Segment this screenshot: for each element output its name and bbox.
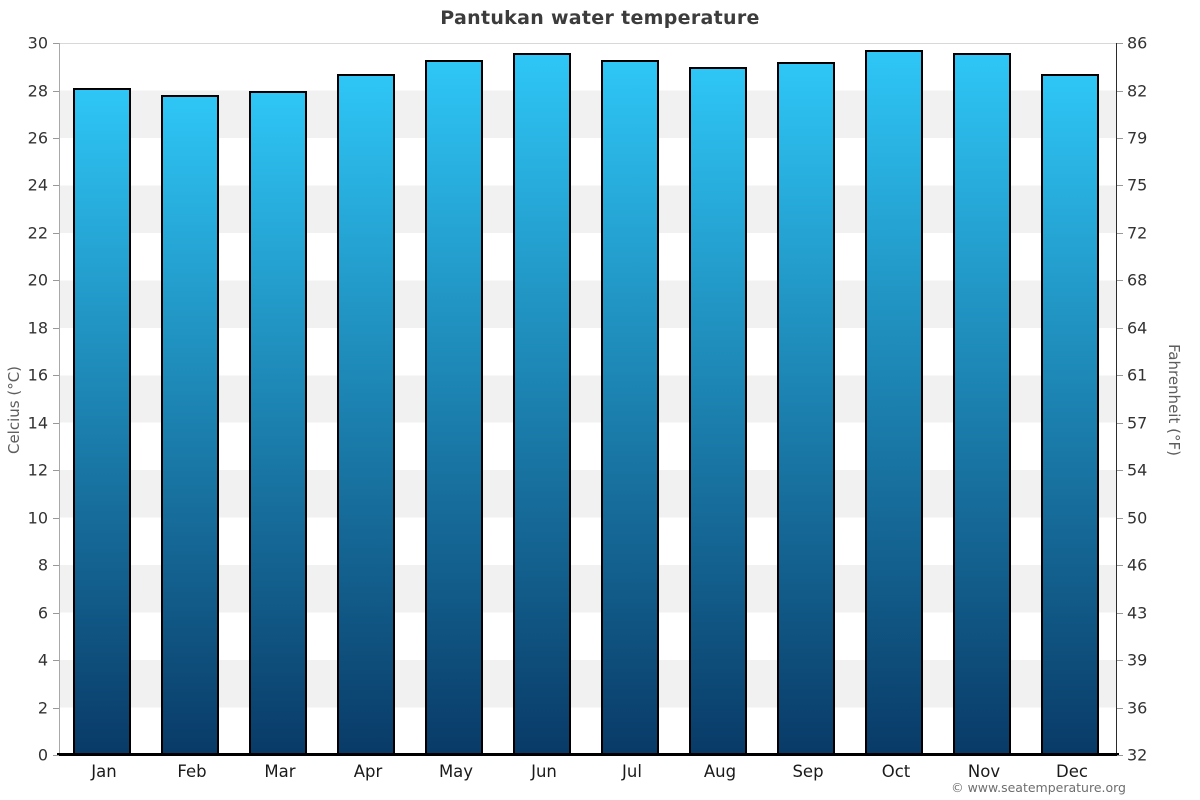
x-label-nov: Nov bbox=[967, 762, 1001, 781]
fahrenheit-tick-label-82: 82 bbox=[1127, 81, 1148, 100]
bar-jan[interactable] bbox=[73, 88, 131, 755]
plot-top-border bbox=[60, 43, 1117, 44]
celsius-tick-label-14: 14 bbox=[27, 413, 48, 433]
fahrenheit-tick-label-57: 57 bbox=[1127, 413, 1148, 433]
x-label-jan: Jan bbox=[91, 762, 117, 781]
fahrenheit-tick-mark bbox=[1117, 137, 1123, 139]
fahrenheit-tick-mark bbox=[1117, 90, 1123, 92]
fahrenheit-tick-mark bbox=[1117, 280, 1123, 282]
bar-jul[interactable] bbox=[601, 59, 659, 755]
fahrenheit-tick-mark bbox=[1117, 43, 1123, 44]
x-label-oct: Oct bbox=[881, 762, 911, 781]
celsius-tick-label-6: 6 bbox=[37, 603, 48, 623]
celsius-tick-label-18: 18 bbox=[27, 318, 48, 338]
chart-title: Pantukan water temperature bbox=[440, 7, 760, 29]
bar-oct[interactable] bbox=[865, 50, 923, 755]
celsius-tick-label-8: 8 bbox=[37, 555, 48, 575]
celsius-tick-mark bbox=[53, 470, 59, 472]
plot-area bbox=[60, 43, 1116, 755]
fahrenheit-tick-mark bbox=[1117, 517, 1123, 519]
fahrenheit-tick-mark bbox=[1117, 707, 1123, 709]
x-axis-line bbox=[57, 753, 1119, 756]
celsius-tick-label-24: 24 bbox=[27, 175, 48, 195]
x-label-apr: Apr bbox=[353, 762, 383, 781]
fahrenheit-tick-label-64: 64 bbox=[1127, 318, 1148, 338]
celsius-tick-mark bbox=[53, 137, 59, 139]
celsius-tick-label-20: 20 bbox=[27, 270, 48, 290]
fahrenheit-tick-mark bbox=[1117, 565, 1123, 567]
bar-aug[interactable] bbox=[689, 66, 747, 755]
fahrenheit-tick-mark bbox=[1117, 612, 1123, 614]
celsius-tick-label-4: 4 bbox=[37, 650, 48, 670]
fahrenheit-tick-label-86: 86 bbox=[1127, 33, 1148, 53]
fahrenheit-axis-title: Fahrenheit (°F) bbox=[1165, 344, 1183, 456]
celsius-tick-mark bbox=[53, 422, 59, 424]
fahrenheit-tick-label-72: 72 bbox=[1127, 223, 1148, 243]
celsius-tick-label-30: 30 bbox=[27, 33, 48, 53]
celsius-tick-mark bbox=[53, 707, 59, 709]
x-label-may: May bbox=[438, 762, 474, 781]
celsius-tick-mark bbox=[53, 185, 59, 187]
celsius-tick-label-12: 12 bbox=[27, 460, 48, 480]
x-label-jul: Jul bbox=[622, 762, 642, 781]
celsius-tick-label-10: 10 bbox=[27, 508, 48, 528]
celsius-tick-label-22: 22 bbox=[27, 223, 48, 243]
fahrenheit-tick-label-54: 54 bbox=[1127, 460, 1148, 480]
copyright-link[interactable]: © www.seatemperature.org bbox=[951, 780, 1126, 795]
bar-sep[interactable] bbox=[777, 62, 835, 755]
fahrenheit-tick-label-68: 68 bbox=[1127, 270, 1148, 290]
fahrenheit-tick-label-43: 43 bbox=[1127, 603, 1148, 623]
celsius-tick-label-2: 2 bbox=[37, 698, 48, 717]
fahrenheit-tick-mark bbox=[1117, 375, 1123, 377]
bar-apr[interactable] bbox=[337, 73, 395, 755]
celsius-tick-label-26: 26 bbox=[27, 128, 48, 148]
celsius-tick-mark bbox=[53, 375, 59, 377]
fahrenheit-tick-label-50: 50 bbox=[1127, 508, 1148, 528]
bar-may[interactable] bbox=[425, 59, 483, 755]
fahrenheit-tick-label-61: 61 bbox=[1127, 365, 1148, 385]
fahrenheit-tick-mark bbox=[1117, 185, 1123, 187]
celsius-tick-mark bbox=[53, 232, 59, 234]
celsius-tick-mark bbox=[53, 517, 59, 519]
fahrenheit-tick-mark bbox=[1117, 327, 1123, 329]
celsius-tick-label-16: 16 bbox=[27, 365, 48, 385]
celsius-tick-mark bbox=[53, 90, 59, 92]
fahrenheit-tick-label-75: 75 bbox=[1127, 175, 1148, 195]
celsius-tick-mark bbox=[53, 612, 59, 614]
bar-jun[interactable] bbox=[513, 52, 571, 755]
x-label-aug: Aug bbox=[703, 762, 737, 781]
fahrenheit-axis-line bbox=[1116, 43, 1117, 755]
celsius-axis-line bbox=[59, 43, 60, 755]
fahrenheit-tick-label-46: 46 bbox=[1127, 555, 1148, 575]
fahrenheit-tick-mark bbox=[1117, 755, 1123, 756]
fahrenheit-tick-label-39: 39 bbox=[1127, 650, 1148, 670]
celsius-tick-mark bbox=[53, 565, 59, 567]
bar-mar[interactable] bbox=[249, 90, 307, 755]
celsius-tick-label-0: 0 bbox=[37, 745, 48, 765]
celsius-tick-mark bbox=[53, 327, 59, 329]
x-label-jun: Jun bbox=[531, 762, 557, 781]
x-label-dec: Dec bbox=[1056, 762, 1088, 781]
celsius-tick-label-28: 28 bbox=[27, 81, 48, 100]
x-label-mar: Mar bbox=[264, 762, 296, 781]
celsius-tick-mark bbox=[53, 755, 59, 756]
bar-nov[interactable] bbox=[953, 52, 1011, 755]
fahrenheit-tick-mark bbox=[1117, 232, 1123, 234]
celsius-tick-mark bbox=[53, 43, 59, 44]
bar-dec[interactable] bbox=[1041, 73, 1099, 755]
fahrenheit-tick-mark bbox=[1117, 470, 1123, 472]
fahrenheit-tick-mark bbox=[1117, 422, 1123, 424]
x-label-feb: Feb bbox=[177, 762, 207, 781]
fahrenheit-tick-label-36: 36 bbox=[1127, 698, 1148, 717]
celsius-tick-mark bbox=[53, 660, 59, 662]
fahrenheit-tick-label-79: 79 bbox=[1127, 128, 1148, 148]
bar-feb[interactable] bbox=[161, 95, 219, 755]
celsius-tick-mark bbox=[53, 280, 59, 282]
x-label-sep: Sep bbox=[792, 762, 824, 781]
fahrenheit-tick-mark bbox=[1117, 660, 1123, 662]
fahrenheit-tick-label-32: 32 bbox=[1127, 745, 1148, 765]
